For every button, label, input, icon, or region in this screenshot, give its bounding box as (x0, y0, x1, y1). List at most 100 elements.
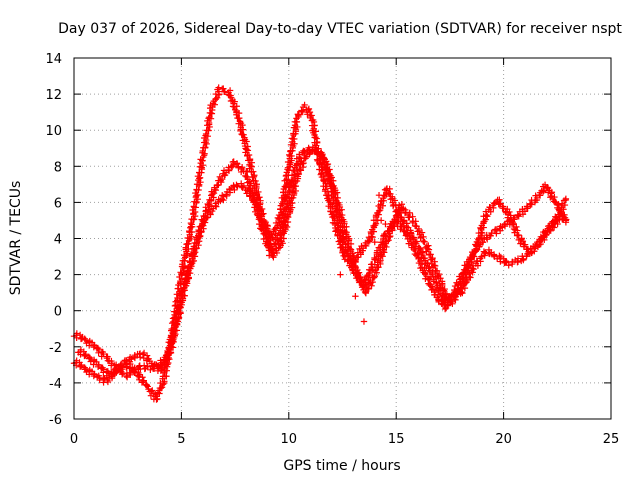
sdtvar-point-series-2 (497, 258, 504, 265)
x-tick-labels: 0 5 10 15 20 25 (70, 432, 619, 447)
sdtvar-point-series-0 (184, 250, 191, 257)
sdtvar-point-series-0 (188, 215, 195, 223)
sdtvar-point-series-0 (199, 149, 206, 156)
y-tick-label: -2 (49, 341, 62, 356)
sdtvar-point-series-1 (234, 160, 241, 168)
sdtvar-point-series-0 (479, 239, 486, 246)
sdtvar-point-series-1 (78, 361, 85, 369)
sdtvar-point-series-0 (301, 101, 308, 109)
sdtvar-point-series-2 (368, 282, 375, 290)
sdtvar-point-series-2 (324, 160, 332, 168)
sdtvar-point-series-1 (520, 241, 528, 248)
sdtvar-point-series-0 (82, 336, 89, 344)
x-tick-label: 20 (495, 432, 512, 447)
sdtvar-point-series-0 (215, 84, 222, 91)
sdtvar-point-series-0 (221, 88, 229, 96)
sdtvar-point-series-2 (136, 350, 144, 357)
sdtvar-point-series-0 (94, 344, 102, 352)
sdtvar-point-series-2 (474, 262, 482, 269)
sdtvar-point-series-0 (184, 240, 191, 247)
sdtvar-point-series-1 (131, 364, 138, 371)
sdtvar-point-series-2 (281, 228, 288, 235)
sdtvar-point-series-0 (200, 144, 207, 151)
sdtvar-point-series-2 (306, 151, 313, 158)
x-tick-label: 5 (177, 432, 185, 447)
sdtvar-point-series-2 (355, 269, 363, 276)
sdtvar-point-series-0 (95, 349, 102, 357)
sdtvar-point-series-0 (235, 120, 242, 127)
sdtvar-point-series-0 (321, 178, 328, 185)
sdtvar-point-series-1 (213, 182, 221, 189)
sdtvar-point-series-1 (499, 204, 506, 212)
data-points (70, 84, 570, 403)
sdtvar-point-series-0 (177, 269, 184, 276)
sdtvar-point-series-1 (283, 193, 290, 200)
sdtvar-point-series-2 (200, 218, 208, 226)
sdtvar-point-series-0 (81, 335, 88, 342)
y-tick-label: 0 (54, 305, 62, 320)
sdtvar-point-series-1 (337, 229, 345, 237)
sdtvar-point-series-2 (167, 349, 175, 357)
sdtvar-point-series-2 (482, 249, 489, 256)
sdtvar-point-series-1 (414, 250, 421, 257)
sdtvar-point-series-0 (245, 157, 252, 164)
y-tick-label: -6 (49, 413, 62, 428)
sdtvar-point-series-0 (191, 208, 199, 216)
sdtvar-point-series-0 (159, 381, 167, 388)
sdtvar-point-series-0 (180, 251, 188, 259)
y-tick-label: 2 (54, 269, 62, 284)
sdtvar-point-series-2 (556, 207, 563, 215)
sdtvar-point-series-2 (196, 227, 203, 235)
sdtvar-point-series-2 (276, 244, 284, 251)
sdtvar-point-isolated (343, 249, 350, 257)
sdtvar-point-series-2 (158, 364, 165, 371)
sdtvar-point-series-2 (195, 233, 203, 240)
sdtvar-point-series-0 (493, 226, 500, 233)
sdtvar-point-series-0 (194, 191, 201, 199)
sdtvar-point-series-2 (490, 252, 498, 259)
sdtvar-point-series-2 (247, 192, 254, 199)
sdtvar-point-series-2 (186, 264, 194, 272)
sdtvar-point-series-0 (73, 334, 80, 342)
sdtvar-point-series-0 (287, 141, 295, 149)
sdtvar-point-series-2 (203, 214, 210, 222)
sdtvar-point-series-0 (292, 128, 300, 135)
sdtvar-point-series-2 (318, 149, 325, 156)
sdtvar-point-series-1 (377, 239, 385, 246)
sdtvar-point-series-0 (361, 242, 369, 249)
sdtvar-point-series-2 (283, 223, 291, 231)
sdtvar-point-series-2 (496, 252, 503, 259)
sdtvar-point-isolated (352, 293, 359, 300)
sdtvar-point-isolated (367, 278, 374, 286)
y-tick-label: 10 (45, 124, 62, 139)
sdtvar-point-series-2 (424, 245, 431, 252)
sdtvar-point-series-1 (398, 223, 405, 231)
y-tick-labels: -6 -4 -2 0 2 4 6 8 10 12 14 (45, 52, 62, 428)
sdtvar-point-series-2 (440, 287, 447, 294)
sdtvar-point-series-2 (186, 259, 194, 266)
y-axis-label: SDTVAR / TECUs (8, 181, 24, 296)
sdtvar-point-series-2 (226, 189, 234, 196)
sdtvar-point-series-1 (280, 210, 287, 217)
sdtvar-point-series-1 (147, 366, 154, 374)
plot-frame (73, 57, 612, 420)
sdtvar-point-series-0 (371, 222, 379, 229)
sdtvar-point-isolated (337, 271, 344, 278)
sdtvar-point-series-2 (139, 351, 147, 358)
sdtvar-point-series-0 (243, 138, 250, 145)
sdtvar-point-series-2 (212, 202, 219, 210)
sdtvar-point-series-2 (420, 238, 428, 246)
sdtvar-point-series-2 (536, 237, 544, 245)
sdtvar-point-series-0 (288, 152, 295, 160)
sdtvar-point-series-2 (164, 356, 171, 363)
sdtvar-point-series-2 (324, 168, 331, 175)
sdtvar-point-series-1 (96, 376, 103, 384)
sdtvar-point-series-0 (417, 245, 424, 253)
sdtvar-point-series-0 (369, 226, 376, 233)
sdtvar-point-series-2 (222, 191, 230, 198)
y-tick-label: 12 (45, 88, 62, 103)
sdtvar-point-series-1 (291, 164, 299, 171)
sdtvar-point-series-1 (444, 302, 451, 309)
sdtvar-point-series-2 (159, 361, 167, 368)
sdtvar-point-series-0 (514, 212, 521, 219)
